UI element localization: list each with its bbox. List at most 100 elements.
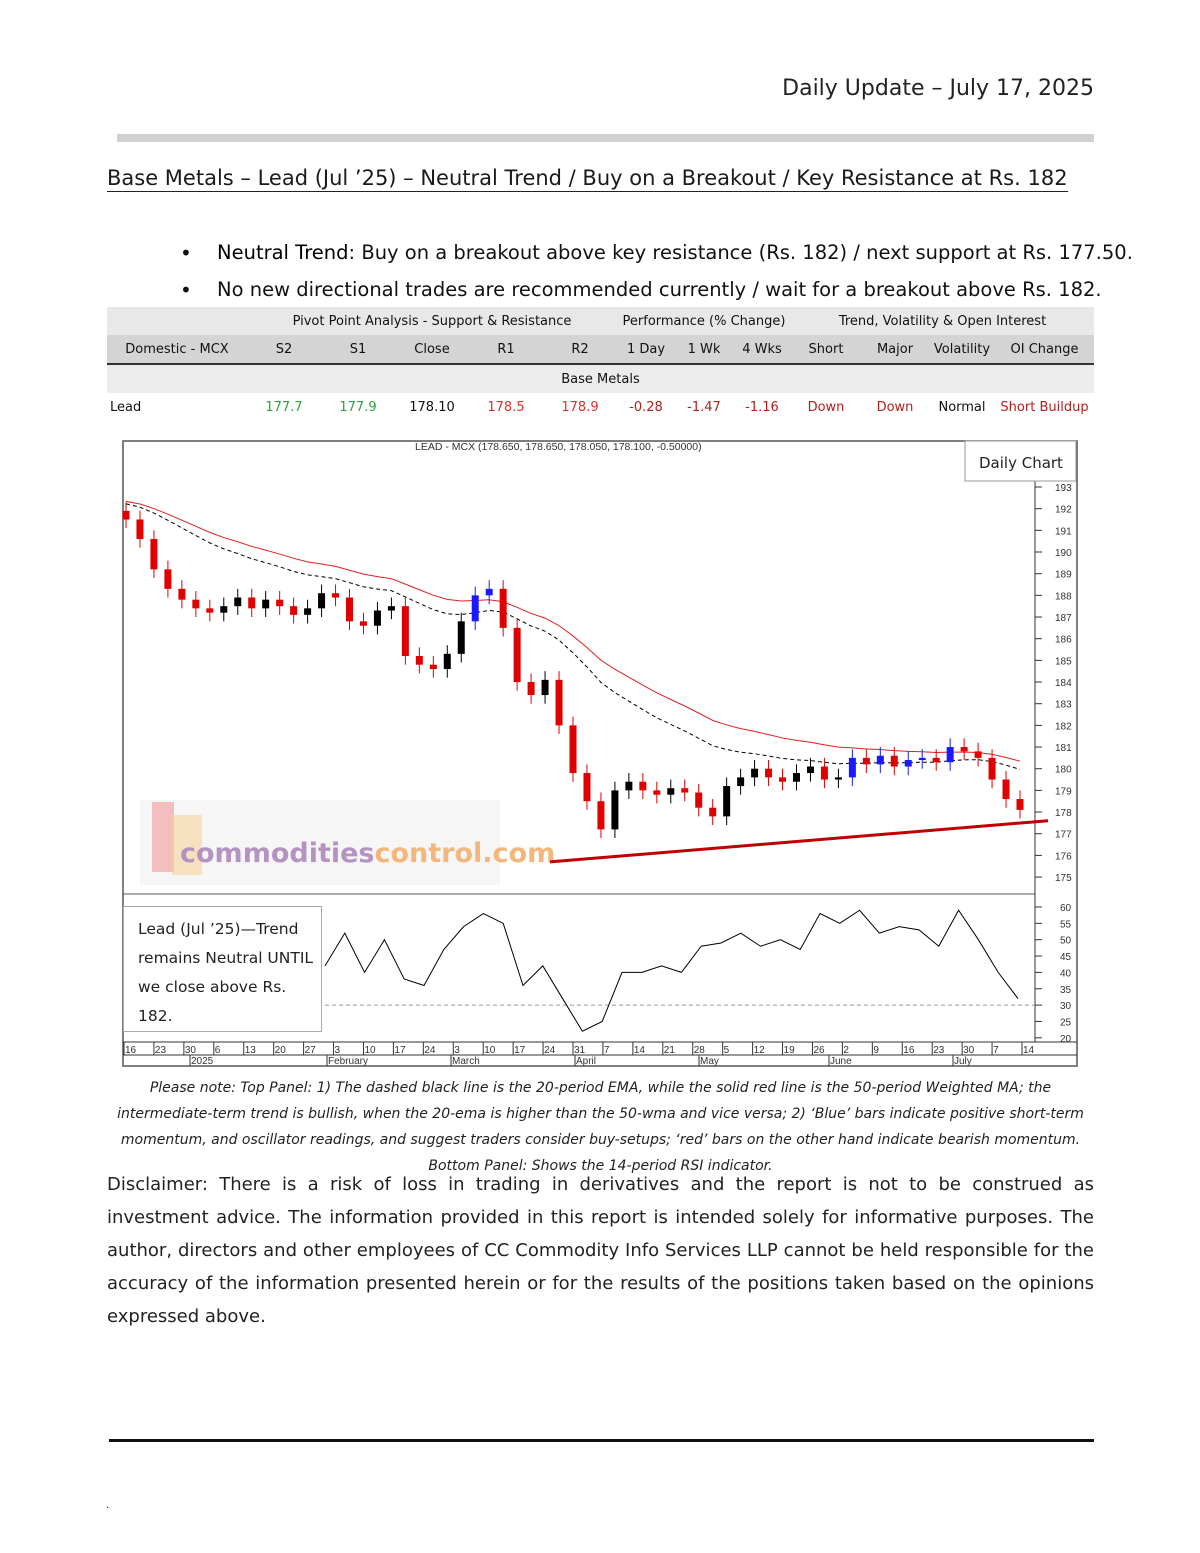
date-tick-label: 19 [784, 1045, 796, 1056]
wma-path [125, 500, 1021, 762]
candle-body [262, 599, 270, 609]
bullet-text: : Buy on a breakout above key resistance… [348, 240, 1133, 264]
col-header: Close [395, 335, 469, 365]
candle-body [695, 792, 703, 808]
month-label: February [328, 1056, 368, 1067]
price-tick-label: 188 [1055, 591, 1072, 602]
candle-body [890, 755, 898, 767]
candle-body [220, 606, 228, 613]
report-date: Daily Update – July 17, 2025 [782, 76, 1094, 101]
date-tick-label: 13 [245, 1045, 257, 1056]
candle-body [862, 757, 870, 765]
candle-body [932, 757, 940, 763]
date-tick-label: 14 [1023, 1045, 1035, 1056]
candle-body [234, 597, 242, 607]
candle-body [583, 773, 591, 802]
candle-body [332, 593, 340, 598]
cell-1wk: -1.47 [687, 399, 721, 415]
candle-body [737, 777, 745, 787]
key-points: Neutral Trend: Buy on a breakout above k… [140, 240, 1133, 314]
rsi-tick-label: 55 [1060, 919, 1072, 930]
date-tick-label: 3 [454, 1045, 460, 1056]
col-header: R1 [469, 335, 543, 365]
candles [122, 502, 1024, 839]
date-tick-label: 24 [544, 1045, 556, 1056]
price-chart: commoditiescontrol.com LEAD - MCX (178.6… [122, 440, 1078, 1067]
ema-20-line [125, 503, 1021, 770]
cell-close: 178.10 [409, 399, 455, 415]
candle-body [820, 766, 828, 780]
date-tick-label: 3 [335, 1045, 341, 1056]
date-tick-label: 27 [305, 1045, 317, 1056]
price-tick-label: 190 [1055, 548, 1072, 559]
rsi-tick-label: 30 [1060, 1001, 1072, 1012]
date-tick-label: 30 [185, 1045, 197, 1056]
price-tick-label: 180 [1055, 765, 1072, 776]
price-tick-label: 192 [1055, 505, 1072, 516]
cell-4wks: -1.16 [745, 399, 779, 415]
date-tick-label: 23 [933, 1045, 945, 1056]
candle-body [359, 621, 367, 626]
date-tick-label: 14 [634, 1045, 646, 1056]
price-tick-label: 187 [1055, 613, 1072, 624]
column-header-row: Domestic - MCX S2 S1 Close R1 R2 1 Day 1… [107, 335, 1094, 365]
candle-body [206, 608, 214, 613]
support-trendline [549, 819, 1049, 864]
price-tick-label: 189 [1055, 570, 1072, 581]
candle-body [960, 747, 968, 752]
date-tick-label: 10 [484, 1045, 496, 1056]
col-header: S1 [321, 335, 395, 365]
watermark-logo: commoditiescontrol.com [140, 800, 555, 885]
candle-body [793, 773, 800, 782]
pivot-table: Pivot Point Analysis - Support & Resista… [107, 307, 1094, 421]
candle-body [248, 597, 256, 609]
price-tick-label: 177 [1055, 830, 1072, 841]
trendline-path [549, 819, 1049, 864]
candle-body [318, 593, 326, 609]
candle-body [681, 788, 689, 793]
candle-body [150, 539, 158, 570]
bullet-item: No new directional trades are recommende… [180, 277, 1133, 303]
date-tick-label: 5 [724, 1045, 730, 1056]
date-tick-label: 17 [394, 1045, 406, 1056]
price-axis-ticks: 193 192 191 190 189 188 187 186 185 184 183 182 181 1… [1035, 483, 1072, 1045]
col-header: Domestic - MCX [107, 335, 247, 365]
chart-title: LEAD - MCX (178.650, 178.650, 178.050, 1… [415, 441, 702, 453]
col-header: 1 Wk [675, 335, 733, 365]
candle-body [974, 751, 982, 758]
candle-body [751, 768, 759, 778]
candle-body [569, 725, 577, 774]
candle-body [709, 807, 717, 817]
section-row: Base Metals [107, 364, 1094, 393]
footer-mark: . [106, 1500, 110, 1511]
bullet-text: No new directional trades are recommende… [217, 277, 1102, 301]
group-performance: Performance (% Change) [617, 307, 791, 335]
section-label: Base Metals [107, 364, 1094, 393]
candle-body [457, 621, 465, 654]
candle-body [415, 656, 423, 665]
candle-body [597, 801, 605, 830]
candle-body [122, 510, 130, 520]
date-tick-label: 24 [424, 1045, 436, 1056]
candle-body [723, 786, 731, 817]
candle-body [653, 790, 661, 795]
cell-1day: -0.28 [629, 399, 663, 415]
candle-body [1002, 779, 1010, 800]
month-label: March [452, 1056, 480, 1067]
candle-body [136, 519, 144, 540]
cell-r1: 178.5 [487, 399, 525, 415]
cell-short: Down [807, 399, 845, 415]
price-tick-label: 184 [1055, 678, 1072, 689]
cell-r2: 178.9 [561, 399, 599, 415]
candle-body [834, 777, 842, 780]
candle-body [178, 588, 186, 600]
candle-body [429, 664, 437, 670]
date-tick-label: 23 [155, 1045, 167, 1056]
price-tick-label: 191 [1055, 526, 1072, 537]
date-tick-label: 30 [963, 1045, 975, 1056]
candle-body [904, 760, 912, 767]
month-label: 2025 [191, 1056, 214, 1067]
candle-body [192, 599, 200, 609]
candle-body [918, 757, 926, 761]
